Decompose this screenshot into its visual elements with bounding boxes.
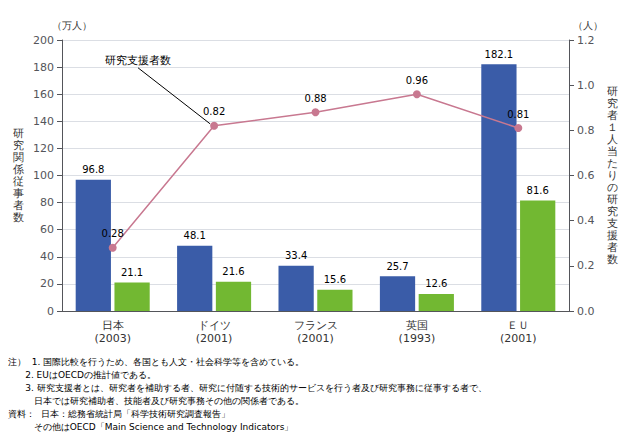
svg-text:数: 数 xyxy=(13,211,24,224)
svg-text:2. EUはOECDの推計値である。: 2. EUはOECDの推計値である。 xyxy=(8,370,156,380)
svg-text:り: り xyxy=(607,169,618,182)
svg-text:数: 数 xyxy=(607,253,618,266)
svg-text:40: 40 xyxy=(40,250,54,263)
svg-text:80: 80 xyxy=(40,196,54,209)
svg-text:0.81: 0.81 xyxy=(507,109,529,120)
svg-text:係: 係 xyxy=(13,163,24,176)
svg-text:100: 100 xyxy=(33,169,54,182)
svg-text:1.0: 1.0 xyxy=(577,79,595,92)
svg-text:180: 180 xyxy=(33,61,54,74)
svg-text:12.6: 12.6 xyxy=(425,278,447,289)
svg-text:1.2: 1.2 xyxy=(577,34,595,47)
svg-text:21.6: 21.6 xyxy=(222,266,244,277)
svg-text:182.1: 182.1 xyxy=(485,49,514,60)
svg-text:英国: 英国 xyxy=(406,319,428,332)
svg-text:者: 者 xyxy=(607,109,618,122)
svg-text:研: 研 xyxy=(13,127,24,140)
svg-text:研究支援者数: 研究支援者数 xyxy=(105,54,171,67)
svg-text:0.4: 0.4 xyxy=(577,214,595,227)
svg-text:その他はOECD「Main Science and Tech: その他はOECD「Main Science and Technology Ind… xyxy=(8,422,293,432)
svg-text:0.82: 0.82 xyxy=(203,106,225,117)
svg-text:関: 関 xyxy=(13,151,24,164)
svg-text:0.88: 0.88 xyxy=(304,93,326,104)
svg-text:0.0: 0.0 xyxy=(577,305,595,318)
svg-text:21.1: 21.1 xyxy=(121,267,143,278)
svg-text:0.2: 0.2 xyxy=(577,259,595,272)
svg-text:事: 事 xyxy=(13,187,24,200)
svg-text:資料： 日本：総務省統計局「科学技術研究調査報告」: 資料： 日本：総務省統計局「科学技術研究調査報告」 xyxy=(8,409,230,419)
svg-text:0.28: 0.28 xyxy=(102,228,124,239)
svg-text:究: 究 xyxy=(607,97,618,110)
svg-text:0: 0 xyxy=(47,305,54,318)
svg-text:た: た xyxy=(607,157,618,170)
svg-text:48.1: 48.1 xyxy=(184,230,206,241)
svg-text:60: 60 xyxy=(40,223,54,236)
svg-text:(2001): (2001) xyxy=(196,332,233,345)
svg-text:(2003): (2003) xyxy=(94,332,131,345)
svg-text:日本では研究補助者、技能者及び研究事務その他の関係者である。: 日本では研究補助者、技能者及び研究事務その他の関係者である。 xyxy=(8,396,304,406)
svg-text:（万人）: （万人） xyxy=(52,20,92,31)
svg-text:者: 者 xyxy=(607,241,618,254)
svg-text:3. 研究支援者とは、研究者を補助する者、研究に付随する技術: 3. 研究支援者とは、研究者を補助する者、研究に付随する技術的サービスを行う者及… xyxy=(8,383,487,393)
svg-text:(2001): (2001) xyxy=(297,332,334,345)
svg-text:ＥＵ: ＥＵ xyxy=(507,319,529,332)
svg-text:者: 者 xyxy=(13,199,24,212)
svg-text:140: 140 xyxy=(33,115,54,128)
svg-text:フランス: フランス xyxy=(294,319,338,332)
svg-text:81.6: 81.6 xyxy=(527,185,549,196)
svg-text:注） 1. 国際比較を行うため、各国とも人文・社会科学等を: 注） 1. 国際比較を行うため、各国とも人文・社会科学等を含めている。 xyxy=(8,357,304,367)
svg-text:日本: 日本 xyxy=(102,319,124,332)
svg-text:0.6: 0.6 xyxy=(577,169,595,182)
svg-text:25.7: 25.7 xyxy=(386,261,408,272)
svg-text:33.4: 33.4 xyxy=(285,250,307,261)
svg-text:160: 160 xyxy=(33,88,54,101)
svg-text:支: 支 xyxy=(607,217,618,230)
svg-text:当: 当 xyxy=(607,145,618,158)
svg-text:従: 従 xyxy=(13,175,24,188)
svg-text:15.6: 15.6 xyxy=(324,274,346,285)
svg-text:20: 20 xyxy=(40,277,54,290)
svg-text:96.8: 96.8 xyxy=(82,164,104,175)
svg-text:人: 人 xyxy=(607,133,618,146)
svg-text:ドイツ: ドイツ xyxy=(198,319,231,332)
svg-text:(2001): (2001) xyxy=(500,332,537,345)
svg-text:200: 200 xyxy=(33,34,54,47)
svg-text:１: １ xyxy=(607,121,618,134)
svg-text:研: 研 xyxy=(607,85,618,98)
svg-text:究: 究 xyxy=(607,205,618,218)
svg-text:(1993): (1993) xyxy=(399,332,436,345)
svg-text:究: 究 xyxy=(13,139,24,152)
svg-text:0.8: 0.8 xyxy=(577,124,595,137)
svg-text:0.96: 0.96 xyxy=(406,75,428,86)
svg-text:援: 援 xyxy=(607,229,618,242)
svg-text:の: の xyxy=(607,181,618,194)
svg-text:（人）: （人） xyxy=(573,20,603,31)
svg-text:研: 研 xyxy=(607,193,618,206)
svg-text:120: 120 xyxy=(33,142,54,155)
